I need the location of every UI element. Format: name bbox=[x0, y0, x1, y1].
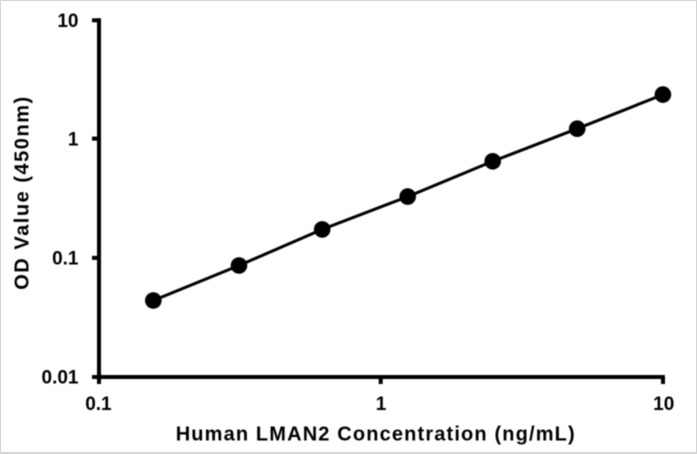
svg-text:0.1: 0.1 bbox=[52, 249, 79, 270]
svg-text:Human LMAN2 Concentration (ng/: Human LMAN2 Concentration (ng/mL) bbox=[176, 423, 575, 445]
svg-text:0.01: 0.01 bbox=[42, 367, 79, 388]
svg-text:10: 10 bbox=[653, 394, 674, 415]
svg-text:OD Value (450nm): OD Value (450nm) bbox=[12, 97, 34, 290]
svg-text:1: 1 bbox=[376, 394, 387, 415]
svg-text:10: 10 bbox=[57, 11, 78, 32]
svg-text:1: 1 bbox=[68, 129, 79, 150]
svg-text:0.1: 0.1 bbox=[85, 394, 112, 415]
